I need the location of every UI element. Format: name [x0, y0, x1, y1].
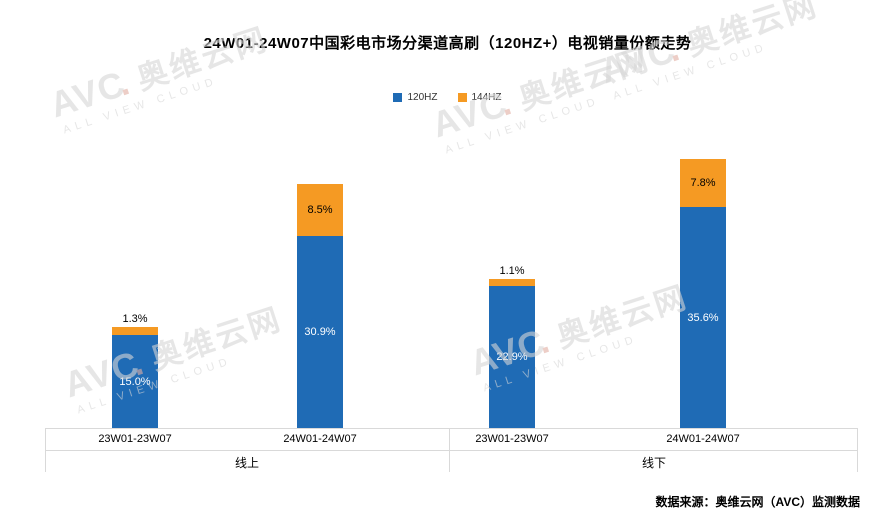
axis-line	[45, 450, 858, 451]
watermark-cn: 奥维云网	[514, 41, 655, 117]
category-label: 23W01-23W07	[475, 433, 549, 445]
legend-swatch-120hz	[393, 93, 403, 102]
legend-label: 144HZ	[471, 92, 502, 103]
stacked-bar: 8.5% 30.9%	[297, 183, 343, 428]
bar-value-label: 1.3%	[122, 312, 148, 325]
legend-item-144hz: 144HZ	[457, 92, 502, 103]
bar-value-label: 1.1%	[499, 265, 525, 278]
axis-tick	[45, 428, 46, 472]
bar-segment-120hz: 15.0%	[112, 335, 158, 428]
bar-value-label: 8.5%	[307, 204, 333, 217]
axis-tick	[857, 428, 858, 472]
bar-segment-144hz: 8.5%	[297, 183, 343, 237]
group-label-online: 线上	[234, 456, 260, 470]
page-title: 24W01-24W07中国彩电市场分渠道高刷（120HZ+）电视销量份额走势	[203, 35, 692, 52]
x-axis: 23W01-23W07 24W01-24W07 23W01-23W07 24W0…	[45, 428, 858, 472]
bar-value-label: 30.9%	[304, 326, 336, 339]
stacked-bar: 1.3% 15.0%	[112, 313, 158, 428]
bar-segment-144hz: 1.1%	[489, 265, 535, 286]
bar-segment-144hz: 7.8%	[680, 158, 726, 208]
bar-segment-144hz: 1.3%	[112, 313, 158, 335]
bar-segment-120hz: 22.9%	[489, 286, 535, 428]
legend: 120HZ 144HZ	[0, 92, 895, 103]
category-label: 24W01-24W07	[666, 433, 740, 445]
category-label: 23W01-23W07	[98, 433, 172, 445]
data-source-note: 数据来源：奥维云网（AVC）监测数据	[655, 495, 860, 509]
stacked-bar: 7.8% 35.6%	[680, 158, 726, 428]
category-label: 24W01-24W07	[283, 433, 357, 445]
axis-tick	[449, 428, 450, 472]
bar-value-label: 35.6%	[687, 311, 719, 324]
bar-value-label: 22.9%	[496, 351, 528, 363]
bar-value-label: 7.8%	[690, 177, 716, 190]
legend-label: 120HZ	[407, 92, 438, 103]
chart-plot: 1.3% 15.0% 8.5% 30.9% 1.1% 22.9% 7.8% 35…	[45, 130, 858, 429]
bar-segment-120hz: 30.9%	[297, 236, 343, 428]
group-label-offline: 线下	[641, 456, 667, 470]
bar-segment-120hz: 35.6%	[680, 207, 726, 428]
stacked-bar: 1.1% 22.9%	[489, 265, 535, 428]
legend-item-120hz: 120HZ	[393, 92, 438, 103]
bar-value-label: 15.0%	[119, 375, 151, 388]
legend-swatch-144hz	[457, 93, 467, 102]
